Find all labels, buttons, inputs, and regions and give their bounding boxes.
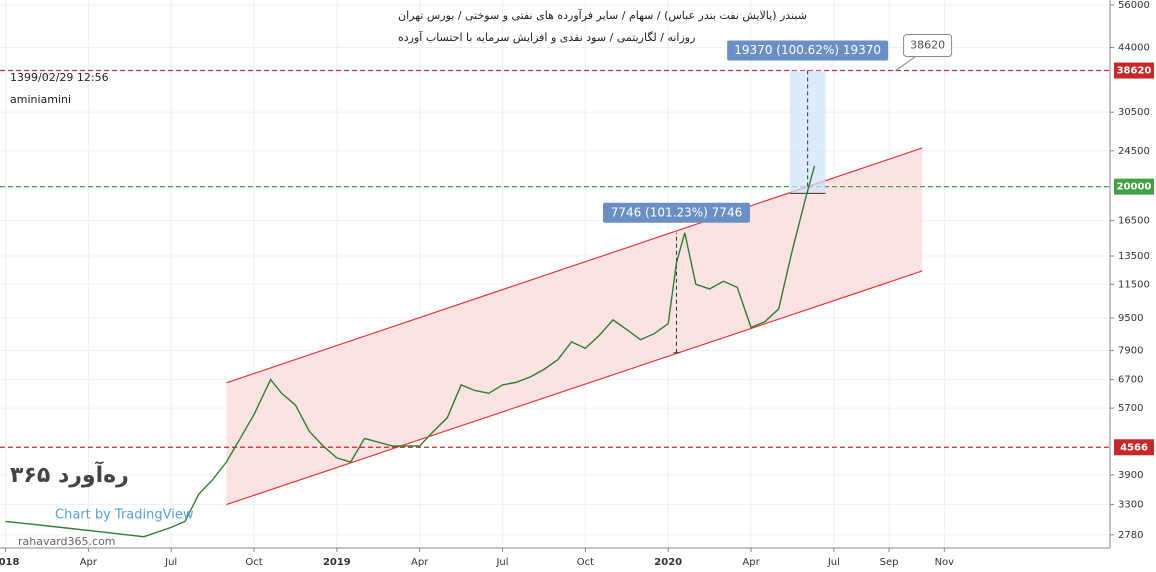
measure-label-box <box>602 202 750 223</box>
x-tick-label: Oct <box>245 557 262 568</box>
y-tick-label: 5700 <box>1118 403 1143 414</box>
measure-label-box <box>727 40 889 61</box>
y-tick-label: 44000 <box>1118 43 1150 54</box>
x-tick-label: Sep <box>880 557 899 568</box>
y-tick-label: 6700 <box>1118 375 1143 386</box>
callout-text: 38620 <box>910 39 945 52</box>
chart-subtitle: روزانه / لگاریتمی / سود نقدی و افزایش سر… <box>398 30 695 44</box>
y-tick-label: 16500 <box>1118 216 1150 227</box>
price-label: 20000 <box>1117 182 1152 193</box>
price-label: 4566 <box>1120 442 1148 453</box>
y-tick-label: 3300 <box>1118 500 1143 511</box>
price-line <box>5 165 816 538</box>
measure-box <box>789 70 826 194</box>
callout-box <box>903 34 953 58</box>
x-tick-label: Apr <box>411 557 429 568</box>
x-tick-label: 2020 <box>654 557 682 568</box>
y-tick-label: 56000 <box>1118 0 1150 11</box>
x-tick-label: Jul <box>495 557 508 568</box>
x-tick-label: 2018 <box>0 557 19 568</box>
chart-title: شبندر (پالایش نفت بندر عباس) / سهام / سا… <box>398 8 807 22</box>
callout-pointer <box>895 56 916 71</box>
y-tick-label: 7900 <box>1118 346 1143 357</box>
author: aminiamini <box>10 93 71 106</box>
x-tick-label: Oct <box>577 557 594 568</box>
x-tick-label: Nov <box>935 557 955 568</box>
y-tick-label: 9500 <box>1118 313 1143 324</box>
x-tick-label: Apr <box>742 557 760 568</box>
price-label-box <box>1114 178 1154 195</box>
credit: Chart by TradingView <box>55 508 194 523</box>
y-tick-label: 11500 <box>1118 279 1150 290</box>
x-tick-label: Jul <box>827 557 840 568</box>
y-tick-label: 13500 <box>1118 251 1150 262</box>
x-tick-label: Jul <box>164 557 177 568</box>
watermark: ره‌آورد ۳۶۵ <box>10 460 129 488</box>
price-label-box <box>1114 62 1154 79</box>
measure-label: 7746 (101.23%) 7746 <box>611 205 742 219</box>
y-tick-label: 3900 <box>1118 470 1143 481</box>
x-tick-label: 2019 <box>323 557 351 568</box>
y-tick-label: 30500 <box>1118 107 1150 118</box>
site: rahavard365.com <box>18 535 116 548</box>
price-label: 38620 <box>1117 66 1152 77</box>
price-label-box <box>1114 439 1154 456</box>
x-tick-label: Apr <box>80 557 98 568</box>
measure-label: 19370 (100.62%) 19370 <box>734 43 881 57</box>
datetime: 1399/02/29 12:56 <box>10 71 109 84</box>
y-tick-label: 2780 <box>1118 530 1143 541</box>
channel-fill <box>226 147 923 505</box>
channel-line <box>226 270 923 506</box>
y-tick-label: 24500 <box>1118 146 1150 157</box>
